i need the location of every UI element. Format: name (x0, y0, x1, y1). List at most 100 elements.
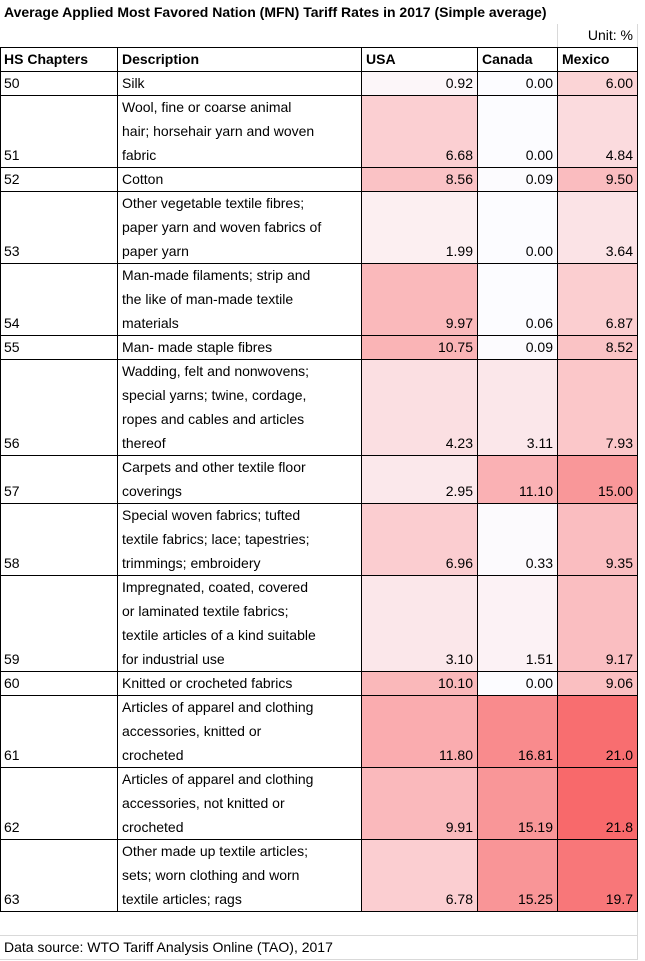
hs-chapter: 63 (0, 840, 118, 912)
description-line: for industrial use (122, 651, 225, 667)
source: Data source: WTO Tariff Analysis Online … (0, 936, 638, 960)
description-line: fabric (122, 147, 157, 163)
description-line: accessories, not knitted or (122, 795, 285, 811)
tariff-rate: 6.68 (362, 96, 478, 168)
description-line: hair; horsehair yarn and woven (122, 123, 315, 139)
description-line: Cotton (122, 171, 164, 187)
description-line: special yarns; twine, cordage, (122, 387, 307, 403)
tariff-rate: 0.92 (362, 72, 478, 96)
tariff-rate: 15.25 (478, 840, 558, 912)
tariff-rate: 21.0 (558, 696, 638, 768)
tariff-rate: 0.00 (478, 96, 558, 168)
description-line: paper yarn and woven fabrics of (122, 219, 322, 235)
hs-chapter: 56 (0, 360, 118, 456)
tariff-rate: 1.51 (478, 576, 558, 672)
description-line: materials (122, 315, 179, 331)
column-header: HS Chapters (0, 48, 118, 72)
tariff-rate: 0.00 (478, 672, 558, 696)
hs-chapter: 52 (0, 168, 118, 192)
description-line: Silk (122, 75, 145, 91)
description: Other made up textile articles; sets; wor… (118, 840, 362, 912)
description: Articles of apparel and clothing accessor… (118, 696, 362, 768)
description-line: Man- made staple fibres (122, 339, 273, 355)
hs-chapter: 57 (0, 456, 118, 504)
tariff-rate: 0.09 (478, 336, 558, 360)
description-line: Special woven fabrics; tufted (122, 507, 301, 523)
tariff-rate: 6.00 (558, 72, 638, 96)
description: Wadding, felt and nonwovens; special yarn… (118, 360, 362, 456)
tariff-rate: 11.10 (478, 456, 558, 504)
description-line: ropes and cables and articles (122, 411, 305, 427)
tariff-rate: 11.80 (362, 696, 478, 768)
tariff-rate: 10.10 (362, 672, 478, 696)
tariff-rate: 16.81 (478, 696, 558, 768)
tariff-rate: 0.06 (478, 264, 558, 336)
description-line: textile fabrics; lace; tapestries; (122, 531, 310, 547)
tariff-rate: 9.35 (558, 504, 638, 576)
description-line: Other vegetable textile fibres; (122, 195, 305, 211)
tariff-rate: 0.33 (478, 504, 558, 576)
tariff-rate: 19.7 (558, 840, 638, 912)
tariff-rate: 0.00 (478, 192, 558, 264)
title: Average Applied Most Favored Nation (MFN… (4, 4, 547, 20)
description-line: Carpets and other textile floor (122, 459, 306, 475)
column-header: Canada (478, 48, 558, 72)
description: Knitted or crocheted fabrics (118, 672, 362, 696)
tariff-rate: 9.97 (362, 264, 478, 336)
description-line: crocheted (122, 819, 184, 835)
tariff-rate: 9.50 (558, 168, 638, 192)
tariff-rate: 6.87 (558, 264, 638, 336)
description-line: coverings (122, 483, 182, 499)
description-line: Articles of apparel and clothing (122, 771, 314, 787)
table-border (0, 47, 638, 48)
description: Other vegetable textile fibres; paper yar… (118, 192, 362, 264)
description: Wool, fine or coarse animal hair; horseha… (118, 96, 362, 168)
tariff-rate: 21.8 (558, 768, 638, 840)
tariff-rate: 4.84 (558, 96, 638, 168)
tariff-rate: 6.78 (362, 840, 478, 912)
hs-chapter: 55 (0, 336, 118, 360)
description: Man- made staple fibres (118, 336, 362, 360)
tariff-rate: 4.23 (362, 360, 478, 456)
description-line: Wool, fine or coarse animal (122, 99, 292, 115)
description: Cotton (118, 168, 362, 192)
hs-chapter: 50 (0, 72, 118, 96)
tariff-rate: 2.95 (362, 456, 478, 504)
column-header: USA (362, 48, 478, 72)
blank (0, 24, 558, 48)
unit: Unit: % (558, 24, 638, 48)
description: Silk (118, 72, 362, 96)
description-line: textile articles of a kind suitable (122, 627, 316, 643)
description-line: Wadding, felt and nonwovens; (122, 363, 310, 379)
tariff-rate: 3.64 (558, 192, 638, 264)
tariff-rate: 15.19 (478, 768, 558, 840)
hs-chapter: 54 (0, 264, 118, 336)
description: Carpets and other textile floor coverings (118, 456, 362, 504)
tariff-rate: 0.09 (478, 168, 558, 192)
tariff-rate: 7.93 (558, 360, 638, 456)
hs-chapter: 53 (0, 192, 118, 264)
description-line: sets; worn clothing and worn (122, 867, 300, 883)
description-line: Articles of apparel and clothing (122, 699, 314, 715)
tariff-rate: 3.10 (362, 576, 478, 672)
hs-chapter: 60 (0, 672, 118, 696)
description-line: Knitted or crocheted fabrics (122, 675, 293, 691)
description-line: textile articles; rags (122, 891, 242, 907)
description-line: crocheted (122, 747, 184, 763)
tariff-rate: 8.56 (362, 168, 478, 192)
hs-chapter: 59 (0, 576, 118, 672)
tariff-rate: 1.99 (362, 192, 478, 264)
tariff-rate: 3.11 (478, 360, 558, 456)
column-header: Description (118, 48, 362, 72)
column-header: Mexico (558, 48, 638, 72)
hs-chapter: 51 (0, 96, 118, 168)
tariff-rate: 0.00 (478, 72, 558, 96)
blank (0, 912, 638, 936)
tariff-rate: 9.06 (558, 672, 638, 696)
hs-chapter: 62 (0, 768, 118, 840)
hs-chapter: 58 (0, 504, 118, 576)
description-line: Other made up textile articles; (122, 843, 308, 859)
description: Special woven fabrics; tufted textile fab… (118, 504, 362, 576)
tariff-rate: 10.75 (362, 336, 478, 360)
